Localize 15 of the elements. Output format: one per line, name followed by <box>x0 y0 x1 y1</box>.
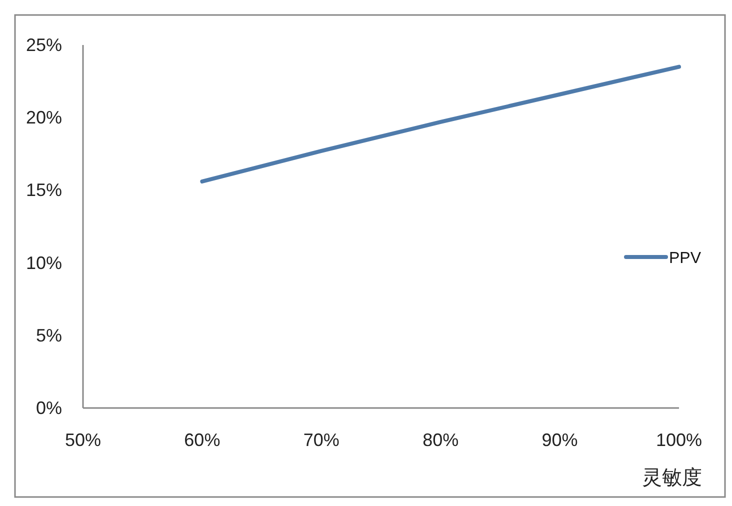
x-tick-label: 70% <box>303 430 340 450</box>
x-tick-label: 50% <box>64 430 102 450</box>
y-tick-label: 15% <box>26 180 62 200</box>
y-tick-label: 25% <box>26 35 62 55</box>
x-tick-label: 60% <box>184 430 220 450</box>
y-tick-label: 5% <box>36 325 62 346</box>
x-tick-label: 100% <box>656 430 702 450</box>
line-series <box>200 64 681 184</box>
x-tick-label: 90% <box>542 430 578 450</box>
y-tick-label: 0% <box>36 398 62 418</box>
y-tick-label: 20% <box>26 108 62 128</box>
x-tick-label: 80% <box>422 430 459 450</box>
legend-label: PPV <box>669 250 702 267</box>
x-axis-title: 灵敏度 <box>642 467 702 489</box>
y-tick-label: 10% <box>26 252 62 273</box>
